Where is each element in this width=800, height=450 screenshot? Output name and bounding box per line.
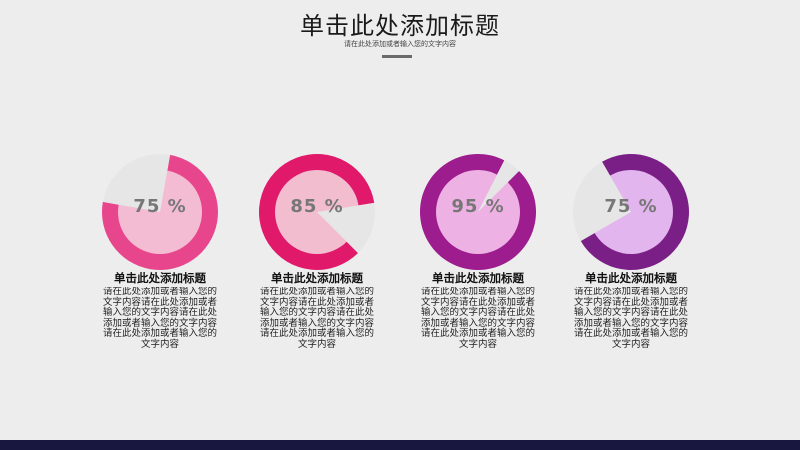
progress-percent-label: 95 % (451, 196, 505, 217)
progress-ring-4: 75 % (571, 152, 691, 272)
progress-percent-label: 75 % (604, 196, 658, 217)
page-subtitle: 请在此处添加或者输入您的文字内容 (344, 40, 456, 48)
progress-ring-graphic (259, 153, 375, 270)
card-title: 单击此处添加标题 (271, 271, 363, 285)
title-divider (382, 55, 412, 58)
progress-remainder-wedge (573, 161, 631, 241)
footer-bar (0, 440, 800, 450)
progress-remainder-wedge (102, 154, 171, 212)
progress-ring-3: 95 % (418, 152, 538, 272)
card-body-text: 请在此处添加或者输入您的文字内容请在此处添加或者输入您的文字内容请在此处添加或者… (420, 287, 535, 350)
card-title: 单击此处添加标题 (432, 271, 524, 285)
page-title: 单击此处添加标题 (300, 12, 500, 40)
progress-card-3: 95 % 单击此处添加标题 请在此处添加或者输入您的文字内容请在此处添加或者输入… (403, 152, 553, 362)
progress-remainder-wedge (478, 160, 520, 212)
progress-card-1: 75 % 单击此处添加标题 请在此处添加或者输入您的文字内容请在此处添加或者输入… (85, 152, 235, 362)
card-body-text: 请在此处添加或者输入您的文字内容请在此处添加或者输入您的文字内容请在此处添加或者… (573, 287, 688, 350)
card-body-text: 请在此处添加或者输入您的文字内容请在此处添加或者输入您的文字内容请在此处添加或者… (102, 287, 217, 350)
progress-remainder-wedge (317, 202, 375, 254)
card-body-text: 请在此处添加或者输入您的文字内容请在此处添加或者输入您的文字内容请在此处添加或者… (259, 287, 374, 350)
progress-ring-graphic (102, 154, 218, 270)
progress-ring-2: 85 % (257, 152, 377, 272)
progress-percent-label: 75 % (133, 196, 187, 217)
card-title: 单击此处添加标题 (585, 271, 677, 285)
progress-ring-1: 75 % (100, 152, 220, 272)
progress-card-2: 85 % 单击此处添加标题 请在此处添加或者输入您的文字内容请在此处添加或者输入… (242, 152, 392, 362)
card-title: 单击此处添加标题 (114, 271, 206, 285)
progress-ring-graphic (420, 154, 536, 270)
progress-ring-graphic (573, 154, 689, 270)
progress-percent-label: 85 % (290, 196, 344, 217)
progress-card-4: 75 % 单击此处添加标题 请在此处添加或者输入您的文字内容请在此处添加或者输入… (556, 152, 706, 362)
